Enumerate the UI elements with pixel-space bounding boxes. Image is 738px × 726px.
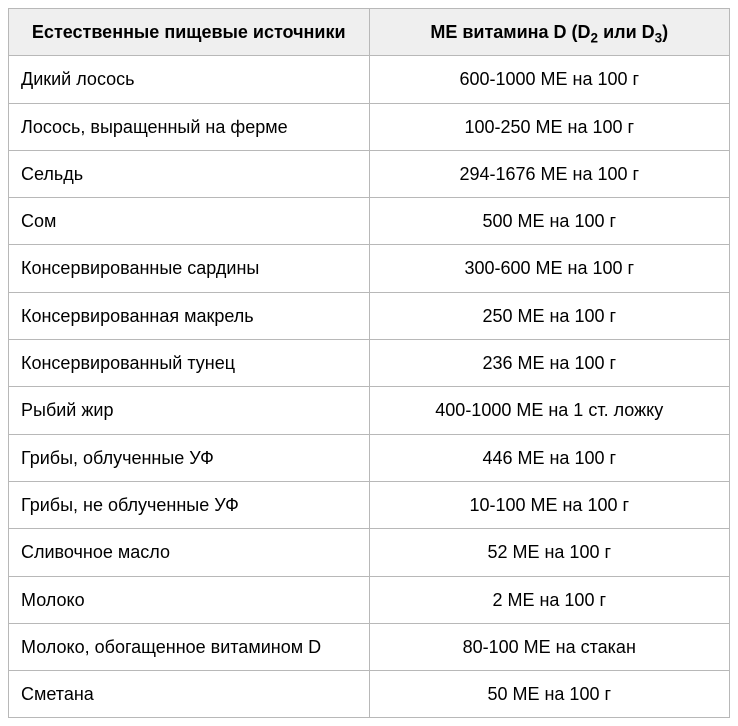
- header-iu: МЕ витамина D (D2 или D3): [369, 9, 730, 56]
- cell-value: 250 МЕ на 100 г: [369, 292, 730, 339]
- table-row: Консервированные сардины300-600 МЕ на 10…: [9, 245, 730, 292]
- table-row: Молоко, обогащенное витамином D80-100 МЕ…: [9, 623, 730, 670]
- cell-value: 600-1000 МЕ на 100 г: [369, 56, 730, 103]
- cell-value: 300-600 МЕ на 100 г: [369, 245, 730, 292]
- cell-value: 446 МЕ на 100 г: [369, 434, 730, 481]
- cell-source: Консервированный тунец: [9, 340, 370, 387]
- table-row: Рыбий жир400-1000 МЕ на 1 ст. ложку: [9, 387, 730, 434]
- cell-source: Лосось, выращенный на ферме: [9, 103, 370, 150]
- table-row: Дикий лосось600-1000 МЕ на 100 г: [9, 56, 730, 103]
- cell-value: 2 МЕ на 100 г: [369, 576, 730, 623]
- table-row: Сом500 МЕ на 100 г: [9, 198, 730, 245]
- cell-source: Сом: [9, 198, 370, 245]
- cell-source: Консервированные сардины: [9, 245, 370, 292]
- cell-value: 100-250 МЕ на 100 г: [369, 103, 730, 150]
- table-row: Молоко2 МЕ на 100 г: [9, 576, 730, 623]
- cell-value: 236 МЕ на 100 г: [369, 340, 730, 387]
- cell-source: Сметана: [9, 671, 370, 718]
- table-row: Консервированная макрель250 МЕ на 100 г: [9, 292, 730, 339]
- cell-source: Молоко: [9, 576, 370, 623]
- cell-source: Молоко, обогащенное витамином D: [9, 623, 370, 670]
- table-body: Дикий лосось600-1000 МЕ на 100 гЛосось, …: [9, 56, 730, 718]
- cell-source: Грибы, не облученные УФ: [9, 481, 370, 528]
- vitamin-d-sources-table: Естественные пищевые источники МЕ витами…: [8, 8, 730, 718]
- cell-value: 50 МЕ на 100 г: [369, 671, 730, 718]
- table-row: Сливочное масло52 МЕ на 100 г: [9, 529, 730, 576]
- cell-source: Сливочное масло: [9, 529, 370, 576]
- cell-source: Дикий лосось: [9, 56, 370, 103]
- cell-value: 294-1676 МЕ на 100 г: [369, 150, 730, 197]
- table-row: Сельдь294-1676 МЕ на 100 г: [9, 150, 730, 197]
- cell-value: 10-100 МЕ на 100 г: [369, 481, 730, 528]
- cell-source: Грибы, облученные УФ: [9, 434, 370, 481]
- cell-value: 80-100 МЕ на стакан: [369, 623, 730, 670]
- cell-value: 500 МЕ на 100 г: [369, 198, 730, 245]
- table-row: Грибы, не облученные УФ10-100 МЕ на 100 …: [9, 481, 730, 528]
- cell-value: 52 МЕ на 100 г: [369, 529, 730, 576]
- cell-value: 400-1000 МЕ на 1 ст. ложку: [369, 387, 730, 434]
- cell-source: Сельдь: [9, 150, 370, 197]
- table-row: Лосось, выращенный на ферме100-250 МЕ на…: [9, 103, 730, 150]
- table-row: Сметана50 МЕ на 100 г: [9, 671, 730, 718]
- table-header-row: Естественные пищевые источники МЕ витами…: [9, 9, 730, 56]
- table-row: Консервированный тунец236 МЕ на 100 г: [9, 340, 730, 387]
- table-row: Грибы, облученные УФ446 МЕ на 100 г: [9, 434, 730, 481]
- header-sources: Естественные пищевые источники: [9, 9, 370, 56]
- cell-source: Рыбий жир: [9, 387, 370, 434]
- cell-source: Консервированная макрель: [9, 292, 370, 339]
